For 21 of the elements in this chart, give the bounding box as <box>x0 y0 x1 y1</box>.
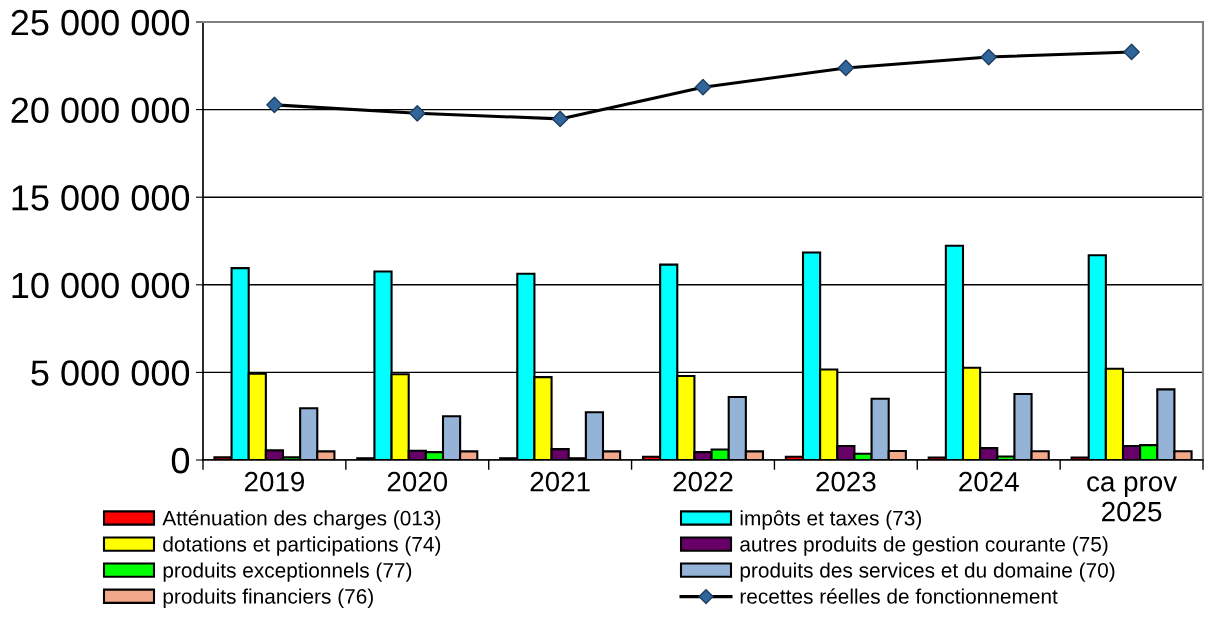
legend-label: dotations et participations (74) <box>163 536 441 556</box>
x-tick-label: 2019 <box>244 471 305 492</box>
x-tick-label: 2023 <box>816 471 876 492</box>
legend-label: impôts et taxes (73) <box>740 510 921 530</box>
x-tick-label: 2021 <box>530 471 590 492</box>
legend-label: Atténuation des charges (013) <box>162 510 441 530</box>
y-tick-label: 25 000 000 <box>11 9 190 36</box>
x-tick-label: 2024 <box>959 471 1019 492</box>
y-tick-label: 5 000 000 <box>31 360 190 386</box>
legend-label: recettes réelles de fonctionnement <box>740 588 1058 604</box>
y-tick-label: 0 <box>171 447 190 474</box>
y-tick-label: 20 000 000 <box>11 97 190 124</box>
legend-label: autres produits de gestion courante (75) <box>740 536 1108 556</box>
x-tick-label: 2022 <box>673 471 733 492</box>
x-tick-label: ca prov 2025 <box>1087 476 1178 522</box>
y-tick-label: 15 000 000 <box>12 185 190 211</box>
y-tick-label: 10 000 000 <box>12 272 190 299</box>
legend-label: produits financiers (76) <box>163 588 373 608</box>
legend-label: produits des services et du domaine (70) <box>740 562 1115 582</box>
x-tick-label: 2020 <box>387 471 448 492</box>
legend-label: produits exceptionnels (77) <box>163 562 412 582</box>
